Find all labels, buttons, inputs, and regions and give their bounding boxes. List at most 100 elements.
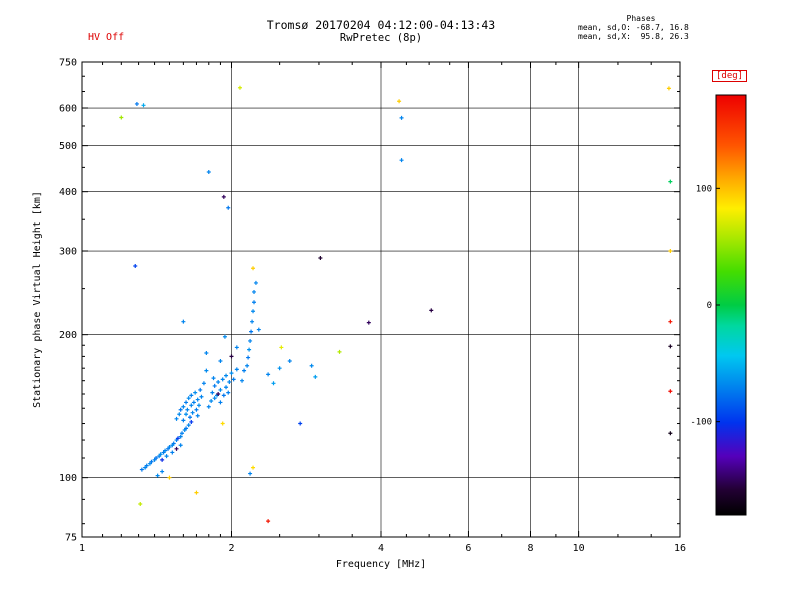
data-point xyxy=(668,179,673,184)
data-point xyxy=(194,407,199,412)
data-point xyxy=(158,452,163,457)
data-point xyxy=(133,263,138,268)
colorbar-tick-label: -100 xyxy=(690,418,712,428)
data-point xyxy=(221,393,226,398)
y-tick-label: 75 xyxy=(65,533,77,544)
data-point xyxy=(119,115,124,120)
x-tick-label: 10 xyxy=(573,543,585,554)
hv-status: HV Off xyxy=(88,32,125,43)
colorbar-tick-label: 100 xyxy=(696,184,712,194)
data-point xyxy=(206,170,211,175)
plot-title: Tromsø 20170204 04:12:00-04:13:43 xyxy=(266,18,496,32)
data-point xyxy=(253,280,258,285)
data-point xyxy=(279,345,284,350)
data-point xyxy=(221,194,226,199)
data-point xyxy=(216,379,221,384)
data-point xyxy=(144,463,149,468)
data-point xyxy=(164,454,169,459)
data-point xyxy=(226,390,231,395)
data-point xyxy=(185,407,190,412)
data-point xyxy=(212,383,217,388)
data-point xyxy=(277,366,282,371)
data-point xyxy=(668,319,673,324)
data-point xyxy=(174,446,179,451)
data-point xyxy=(194,490,199,495)
y-tick-label: 100 xyxy=(59,473,77,484)
data-point xyxy=(251,266,256,271)
y-tick-label: 500 xyxy=(59,141,77,152)
x-tick-label: 6 xyxy=(465,543,471,554)
axis-ticks xyxy=(81,61,681,538)
data-point xyxy=(237,85,242,90)
x-tick-label: 4 xyxy=(378,543,384,554)
data-point xyxy=(668,344,673,349)
data-point xyxy=(337,349,342,354)
y-tick-label: 400 xyxy=(59,187,77,198)
y-tick-label: 300 xyxy=(59,247,77,258)
x-tick-labels: 1 2 4 6 8 10 16 xyxy=(79,543,686,554)
colorbar-gradient xyxy=(715,94,747,516)
data-point xyxy=(218,359,223,364)
data-point xyxy=(189,393,194,398)
y-axis-title: Stationary phase Virtual Height [km] xyxy=(32,191,43,408)
data-point xyxy=(195,413,200,418)
x-tick-label: 8 xyxy=(527,543,533,554)
data-point xyxy=(231,377,236,382)
data-point xyxy=(220,377,225,382)
data-point xyxy=(170,450,175,455)
data-point xyxy=(211,376,216,381)
data-point xyxy=(160,469,165,474)
data-point xyxy=(224,385,229,390)
colorbar-tick-label: 0 xyxy=(707,301,712,311)
x-tick-label: 16 xyxy=(674,543,686,554)
data-point xyxy=(155,473,160,478)
axis-titles: Frequency [MHz] Stationary phase Virtual … xyxy=(32,191,426,570)
data-point xyxy=(181,404,186,409)
x-axis-title: Frequency [MHz] xyxy=(336,559,426,570)
data-point xyxy=(222,334,227,339)
data-point xyxy=(195,397,200,402)
data-point xyxy=(139,467,144,472)
data-point xyxy=(189,403,194,408)
data-point xyxy=(252,300,257,305)
phase-stats-x-line: mean, sd,X: 95.8, 26.3 xyxy=(578,32,689,41)
data-point xyxy=(160,457,165,462)
data-point xyxy=(199,394,204,399)
data-point xyxy=(201,381,206,386)
data-point xyxy=(287,359,292,364)
plot-subtitle: RwPretec (8p) xyxy=(339,32,423,44)
data-point xyxy=(163,448,168,453)
data-point xyxy=(190,410,195,415)
data-point xyxy=(181,319,186,324)
y-tick-label: 600 xyxy=(59,104,77,115)
phase-stats: Phases mean, sd,O: -68.7, 16.8 mean, sd,… xyxy=(578,14,704,41)
data-point xyxy=(149,459,154,464)
data-point xyxy=(167,475,172,480)
data-point xyxy=(309,363,314,368)
data-point xyxy=(366,320,371,325)
data-point xyxy=(181,418,186,423)
data-point xyxy=(234,367,239,372)
data-point xyxy=(247,347,252,352)
data-point xyxy=(138,502,143,507)
data-point xyxy=(313,374,318,379)
data-point xyxy=(184,400,189,405)
data-point xyxy=(154,455,159,460)
grid-lines xyxy=(82,62,680,537)
data-point xyxy=(220,421,225,426)
data-point xyxy=(184,412,189,417)
data-point xyxy=(242,368,247,373)
data-point xyxy=(184,426,189,431)
data-point xyxy=(245,363,250,368)
data-point xyxy=(234,345,239,350)
data-point xyxy=(251,465,256,470)
data-point xyxy=(178,434,183,439)
data-point xyxy=(175,436,180,441)
data-point xyxy=(248,471,253,476)
y-tick-labels: 75 100 200 300 400 500 600 750 xyxy=(59,58,77,544)
phase-stats-heading: Phases xyxy=(626,14,656,23)
data-point xyxy=(271,381,276,386)
data-point xyxy=(218,387,223,392)
